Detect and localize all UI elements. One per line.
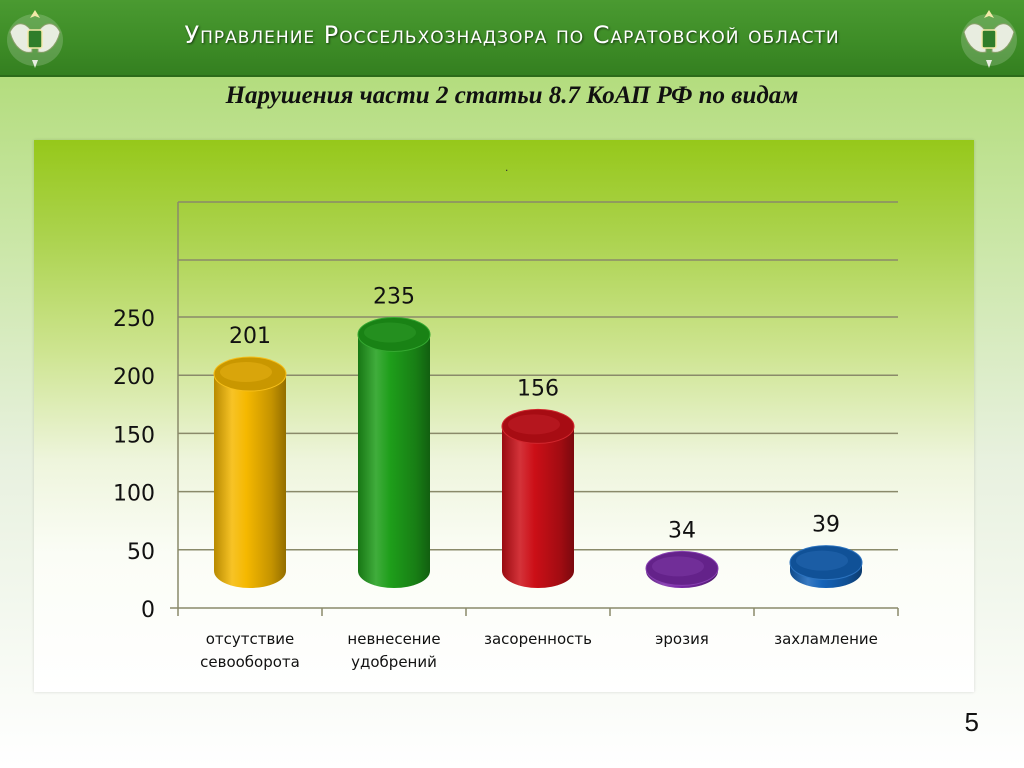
x-tick-label: отсутствие bbox=[206, 630, 295, 648]
x-tick-label: севооборота bbox=[200, 653, 300, 671]
x-tick-label: эрозия bbox=[655, 630, 709, 648]
eagle-emblem-icon bbox=[961, 10, 1017, 68]
y-tick-label: 150 bbox=[113, 423, 155, 448]
data-label: 201 bbox=[229, 324, 271, 349]
data-label: 39 bbox=[812, 513, 840, 538]
eagle-emblem-icon bbox=[7, 10, 63, 68]
y-tick-label: 50 bbox=[127, 540, 155, 565]
x-tick-label: захламление bbox=[774, 630, 878, 648]
x-tick-label: невнесение bbox=[347, 630, 440, 648]
y-tick-label: 250 bbox=[113, 307, 155, 332]
data-label: 34 bbox=[668, 518, 696, 543]
chart-panel bbox=[34, 140, 974, 692]
bar bbox=[645, 550, 719, 588]
bar bbox=[789, 545, 863, 588]
data-label: 156 bbox=[517, 376, 559, 401]
x-tick-label: удобрений bbox=[351, 653, 437, 671]
bar bbox=[213, 356, 287, 588]
header-bar: Управление Россельхознадзора по Саратовс… bbox=[0, 0, 1024, 77]
data-label: 235 bbox=[373, 284, 415, 309]
x-tick-label: засоренность bbox=[484, 630, 592, 648]
page-number: 5 bbox=[964, 707, 979, 737]
bar bbox=[357, 316, 431, 588]
slide-subtitle: Нарушения части 2 статьи 8.7 КоАП РФ по … bbox=[225, 82, 799, 109]
y-tick-label: 0 bbox=[141, 598, 155, 623]
y-tick-label: 100 bbox=[113, 482, 155, 507]
header-title: Управление Россельхознадзора по Саратовс… bbox=[184, 21, 840, 49]
bar bbox=[501, 408, 575, 588]
chart-marker: . bbox=[505, 160, 509, 174]
y-tick-label: 200 bbox=[113, 365, 155, 390]
